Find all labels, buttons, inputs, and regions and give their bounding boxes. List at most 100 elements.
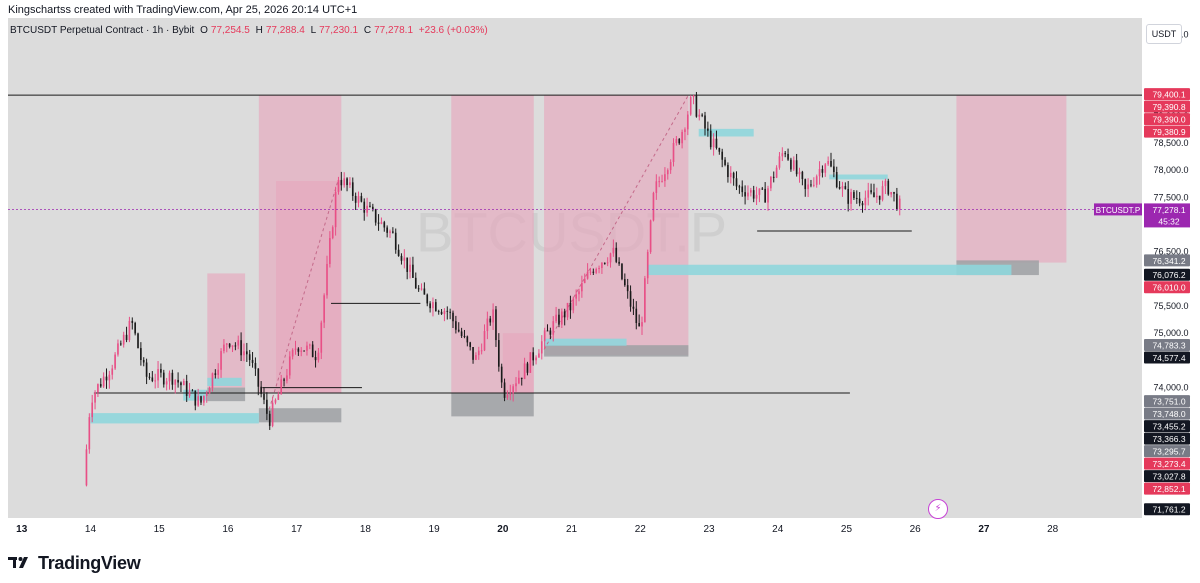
candle-body (200, 396, 202, 403)
candle-body (618, 261, 620, 264)
cyan-zone-18 (829, 174, 888, 180)
price-tag-label-8: 74,577.4 (1152, 353, 1185, 363)
candle-body (131, 320, 134, 323)
candle-body (815, 176, 818, 185)
candle-body (678, 139, 681, 144)
candle-body (850, 192, 852, 204)
tradingview-logo-icon (8, 557, 28, 568)
pink-zone-4 (502, 333, 534, 393)
candle-body (434, 302, 437, 312)
candle-body (357, 196, 360, 203)
candle-body (701, 114, 703, 116)
price-tag-label-0: 79,400.1 (1152, 90, 1185, 100)
candle-body (818, 169, 821, 177)
y-tick-label-8: 74,000.0 (1153, 383, 1188, 393)
symbol-name[interactable]: BTCUSDT Perpetual Contract · 1h · Bybit (10, 25, 195, 36)
pink-zone-2 (276, 181, 342, 393)
candle-body (641, 322, 643, 327)
candle-body (349, 182, 351, 186)
candle-body (884, 180, 887, 187)
candle-body (437, 311, 440, 313)
candle-body (761, 188, 764, 190)
lightning-icon[interactable]: ⚡ (928, 499, 948, 519)
candle-body (91, 402, 94, 418)
price-tag-17 (1144, 503, 1190, 516)
price-tag-label-1: 79,390.8 (1152, 102, 1185, 112)
candle-body (515, 383, 517, 387)
candle-body (469, 342, 472, 348)
candle-body (824, 164, 827, 173)
x-tick-label-3: 16 (222, 524, 234, 535)
candle-body (792, 160, 795, 170)
candle-body (603, 262, 606, 264)
candle-body (506, 394, 509, 398)
candle-body (260, 386, 262, 394)
candle-body (394, 232, 397, 250)
candlestick-chart[interactable]: BTCUSDT.P80,500.079,000.078,500.078,000.… (8, 18, 1192, 538)
price-tag-label-10: 73,748.0 (1152, 409, 1185, 419)
price-tag-label-12: 73,366.3 (1152, 434, 1185, 444)
candle-body (681, 131, 683, 144)
candle-body (612, 247, 615, 254)
candle-body (88, 417, 91, 450)
candle-body (518, 377, 520, 384)
candle-body (784, 153, 787, 155)
candle-body (383, 222, 386, 228)
price-tag-13 (1144, 445, 1190, 458)
candle-body (652, 192, 655, 221)
candle-body (254, 362, 257, 369)
currency-button[interactable]: USDT (1146, 24, 1182, 44)
x-tick-label-5: 18 (360, 524, 372, 535)
candle-body (896, 193, 898, 210)
candle-body (592, 271, 595, 273)
candle-body (890, 192, 892, 195)
candle-body (286, 375, 288, 381)
price-tag-label-4: 76,341.2 (1152, 256, 1185, 266)
candle-body (208, 388, 211, 394)
candle-body (483, 331, 486, 351)
chart-area[interactable]: BTCUSDT.P80,500.079,000.078,500.078,000.… (8, 18, 1192, 538)
close-value: 77,278.1 (374, 25, 414, 36)
candle-body (712, 138, 715, 148)
candle-body (466, 336, 469, 343)
high-value: 77,288.4 (265, 25, 305, 36)
candle-body (583, 278, 586, 283)
open-value: 77,254.5 (210, 25, 250, 36)
footer: TradingView (8, 548, 141, 578)
candle-body (205, 393, 208, 396)
price-tag-label-11: 73,455.2 (1152, 422, 1185, 432)
current-price-tag (1144, 203, 1190, 228)
candle-body (575, 294, 577, 299)
candle-body (512, 386, 514, 394)
candle-body (523, 363, 526, 380)
x-tick-label-8: 21 (566, 524, 578, 535)
candle-body (497, 340, 500, 367)
price-tag-0 (1144, 88, 1190, 101)
symbol-legend[interactable]: BTCUSDT Perpetual Contract · 1h · Bybit … (10, 25, 491, 36)
candle-body (563, 311, 566, 318)
candle-body (323, 295, 325, 323)
candle-body (211, 373, 214, 389)
candle-body (237, 340, 240, 346)
change-value: +23.6 (+0.03%) (418, 25, 488, 36)
candle-body (248, 354, 251, 360)
candle-body (99, 384, 102, 387)
candle-body (228, 343, 231, 347)
candle-body (675, 139, 678, 144)
candle-body (337, 179, 340, 192)
candle-body (271, 402, 274, 426)
candle-body (380, 222, 383, 224)
candle-body (632, 306, 635, 309)
price-tag-14 (1144, 457, 1190, 470)
candle-body (463, 335, 466, 337)
symbol-tag (1094, 203, 1142, 216)
x-tick-label-4: 17 (291, 524, 303, 535)
candle-body (686, 114, 689, 130)
low-value: 77,230.1 (319, 25, 359, 36)
price-tag-label-13: 73,295.7 (1152, 447, 1185, 457)
open-label: O (200, 25, 208, 36)
candle-body (532, 352, 535, 361)
x-tick-label-7: 20 (497, 524, 509, 535)
gray-zone-9 (451, 393, 534, 417)
candle-body (217, 369, 220, 375)
